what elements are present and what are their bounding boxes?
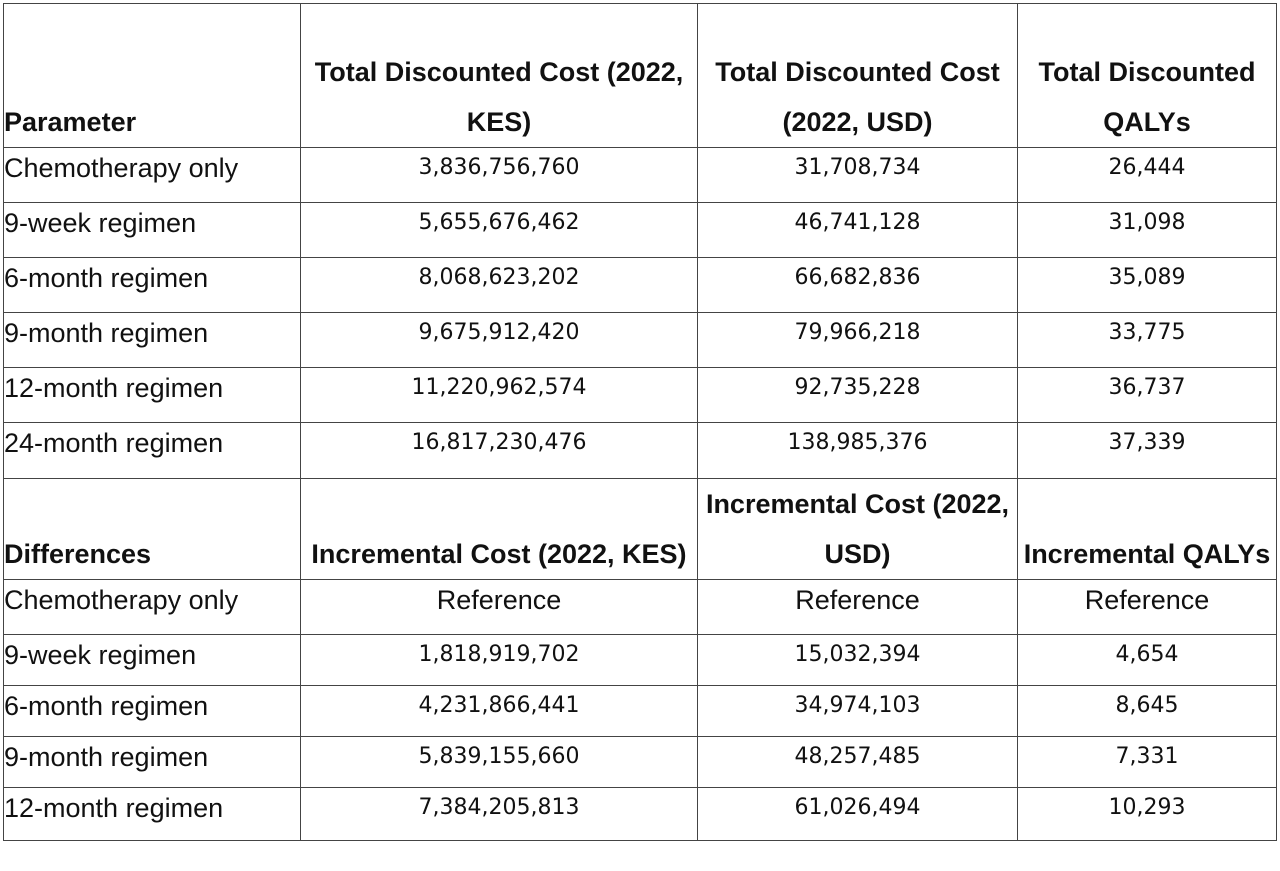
table-cell: 37,339 bbox=[1017, 422, 1277, 479]
table-cell: 8,068,623,202 bbox=[300, 257, 698, 313]
table-cell: 66,682,836 bbox=[697, 257, 1018, 313]
row-label: 9-month regimen bbox=[3, 736, 301, 788]
column-header-differences: Differences bbox=[3, 478, 301, 580]
table-cell: Reference bbox=[1017, 579, 1277, 635]
table-cell: 16,817,230,476 bbox=[300, 422, 698, 479]
column-header-incremental-qalys: Incremental QALYs bbox=[1017, 478, 1277, 580]
table-cell: 26,444 bbox=[1017, 147, 1277, 203]
table-row: Chemotherapy only 3,836,756,760 31,708,734… bbox=[3, 147, 1277, 203]
row-label: Chemotherapy only bbox=[3, 579, 301, 635]
table-cell: 33,775 bbox=[1017, 312, 1277, 368]
table-cell: 34,974,103 bbox=[697, 685, 1018, 737]
table-cell: 36,737 bbox=[1017, 367, 1277, 423]
row-label: 6-month regimen bbox=[3, 257, 301, 313]
table-row: 9-week regimen 5,655,676,462 46,741,128 31,… bbox=[3, 202, 1277, 258]
table-row: 6-month regimen 4,231,866,441 34,974,103 8,… bbox=[3, 685, 1277, 737]
table-cell: 7,331 bbox=[1017, 736, 1277, 788]
row-label: Chemotherapy only bbox=[3, 147, 301, 203]
table-cell: 31,708,734 bbox=[697, 147, 1018, 203]
table-row: 24-month regimen 16,817,230,476 138,985,37… bbox=[3, 422, 1277, 479]
row-label: 9-week regimen bbox=[3, 634, 301, 686]
column-header-parameter: Parameter bbox=[3, 3, 301, 148]
section2-header-row: Differences Incremental Cost (2022, KES) I… bbox=[3, 478, 1277, 580]
row-label: 12-month regimen bbox=[3, 367, 301, 423]
column-header-total-discounted-cost-2022-kes: Total Discounted Cost (2022, KES) bbox=[300, 3, 698, 148]
table-body: Parameter Total Discounted Cost (2022, KE… bbox=[3, 3, 1277, 841]
row-label: 6-month regimen bbox=[3, 685, 301, 737]
table-row: 9-month regimen 5,839,155,660 48,257,485 7,… bbox=[3, 736, 1277, 788]
table-cell: 5,839,155,660 bbox=[300, 736, 698, 788]
table-cell: 8,645 bbox=[1017, 685, 1277, 737]
table-cell: 5,655,676,462 bbox=[300, 202, 698, 258]
table-row: 6-month regimen 8,068,623,202 66,682,836 35… bbox=[3, 257, 1277, 313]
table-row: 12-month regimen 11,220,962,574 92,735,228… bbox=[3, 367, 1277, 423]
cost-effectiveness-table: Parameter Total Discounted Cost (2022, KE… bbox=[3, 3, 1277, 841]
column-header-incremental-cost-2022-usd: Incremental Cost (2022, USD) bbox=[697, 478, 1018, 580]
table-cell: 15,032,394 bbox=[697, 634, 1018, 686]
table-cell: 7,384,205,813 bbox=[300, 787, 698, 841]
table-cell: 9,675,912,420 bbox=[300, 312, 698, 368]
row-label: 9-month regimen bbox=[3, 312, 301, 368]
table-cell: 92,735,228 bbox=[697, 367, 1018, 423]
table-cell: 4,231,866,441 bbox=[300, 685, 698, 737]
table-row: Chemotherapy only Reference Reference Refer… bbox=[3, 579, 1277, 635]
column-header-total-discounted-cost-2022-usd: Total Discounted Cost (2022, USD) bbox=[697, 3, 1018, 148]
table-cell: 35,089 bbox=[1017, 257, 1277, 313]
table-cell: 61,026,494 bbox=[697, 787, 1018, 841]
table-cell: 31,098 bbox=[1017, 202, 1277, 258]
row-label: 24-month regimen bbox=[3, 422, 301, 479]
table-cell: 46,741,128 bbox=[697, 202, 1018, 258]
row-label: 9-week regimen bbox=[3, 202, 301, 258]
table-cell: Reference bbox=[300, 579, 698, 635]
table-cell: 4,654 bbox=[1017, 634, 1277, 686]
table-cell: 11,220,962,574 bbox=[300, 367, 698, 423]
table-cell: 48,257,485 bbox=[697, 736, 1018, 788]
column-header-incremental-cost-2022-kes: Incremental Cost (2022, KES) bbox=[300, 478, 698, 580]
table-row: 9-month regimen 9,675,912,420 79,966,218 33… bbox=[3, 312, 1277, 368]
table-cell: 3,836,756,760 bbox=[300, 147, 698, 203]
row-label: 12-month regimen bbox=[3, 787, 301, 841]
table-cell: 10,293 bbox=[1017, 787, 1277, 841]
table-cell: 1,818,919,702 bbox=[300, 634, 698, 686]
column-header-total-discounted-qalys: Total Discounted QALYs bbox=[1017, 3, 1277, 148]
table-cell: Reference bbox=[697, 579, 1018, 635]
table-row: 9-week regimen 1,818,919,702 15,032,394 4,6… bbox=[3, 634, 1277, 686]
section1-header-row: Parameter Total Discounted Cost (2022, KE… bbox=[3, 3, 1277, 148]
table-cell: 79,966,218 bbox=[697, 312, 1018, 368]
table-row: 12-month regimen 7,384,205,813 61,026,494 1… bbox=[3, 787, 1277, 841]
table-cell: 138,985,376 bbox=[697, 422, 1018, 479]
